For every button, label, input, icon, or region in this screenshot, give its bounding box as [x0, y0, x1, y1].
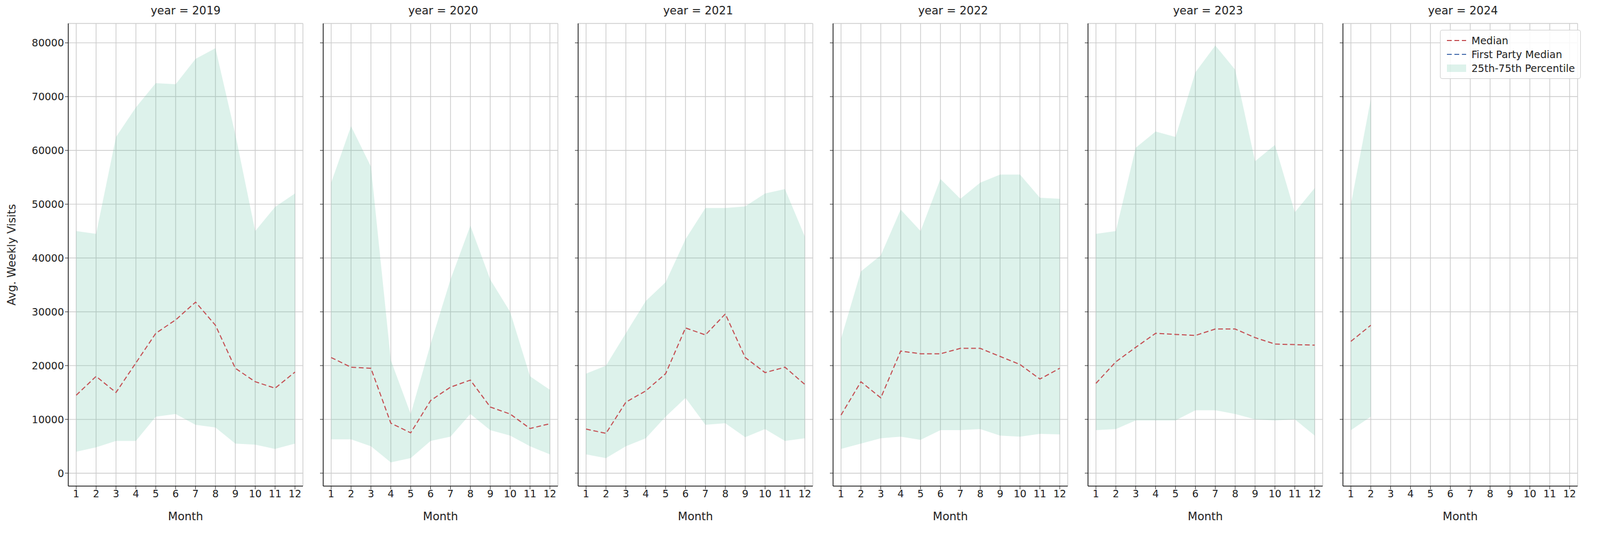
- svg-text:8: 8: [212, 488, 219, 500]
- html-text:year = 2020: year = 2020: [408, 4, 479, 18]
- html-text:First Party Median: First Party Median: [1471, 48, 1563, 61]
- svg-text:12: 12: [1308, 488, 1322, 500]
- svg-text:3: 3: [1132, 488, 1139, 500]
- svg-text:1: 1: [1092, 488, 1100, 500]
- svg-text:Month: Month: [677, 510, 714, 524]
- svg-text:50000: 50000: [32, 198, 64, 211]
- svg-text:5: 5: [152, 488, 159, 500]
- svg-text:7: 7: [702, 488, 709, 500]
- svg-text:2: 2: [602, 488, 610, 500]
- svg-text:1: 1: [582, 488, 590, 500]
- svg-text:20000: 20000: [32, 360, 64, 372]
- svg-text:10: 10: [1268, 488, 1282, 500]
- svg-text:4: 4: [642, 488, 650, 500]
- svg-text:7: 7: [1467, 488, 1474, 500]
- svg-text:8: 8: [722, 488, 729, 500]
- svg-text:11: 11: [1543, 488, 1557, 500]
- svg-text:60000: 60000: [32, 144, 64, 157]
- svg-text:11: 11: [778, 488, 792, 500]
- svg-text:30000: 30000: [32, 306, 64, 318]
- svg-text:3: 3: [622, 488, 629, 500]
- svg-text:9: 9: [741, 488, 749, 500]
- svg-text:1: 1: [328, 488, 335, 500]
- svg-text:3: 3: [112, 488, 119, 500]
- svg-text:0: 0: [57, 467, 64, 480]
- svg-text:1: 1: [1347, 488, 1355, 500]
- svg-text:Month: Month: [932, 510, 968, 524]
- svg-text:10: 10: [758, 488, 772, 500]
- svg-text:3: 3: [367, 488, 374, 500]
- svg-text:12: 12: [798, 488, 812, 500]
- html-text:year = 2024: year = 2024: [1427, 4, 1498, 18]
- svg-text:10: 10: [1523, 488, 1536, 500]
- svg-text:9: 9: [486, 488, 494, 500]
- svg-text:12: 12: [1563, 488, 1576, 500]
- svg-text:Month: Month: [168, 510, 204, 524]
- svg-text:11: 11: [268, 488, 282, 500]
- svg-text:10000: 10000: [32, 413, 64, 426]
- svg-text:1: 1: [837, 488, 845, 500]
- html-text:Median: Median: [1471, 34, 1509, 47]
- svg-text:8: 8: [1486, 488, 1494, 500]
- svg-text:5: 5: [917, 488, 924, 500]
- html-text:year = 2023: year = 2023: [1173, 4, 1243, 18]
- svg-text:9: 9: [1251, 488, 1259, 500]
- html-text:year = 2021: year = 2021: [663, 4, 734, 18]
- svg-text:4: 4: [1152, 488, 1159, 500]
- svg-text:6: 6: [172, 488, 179, 500]
- svg-text:80000: 80000: [32, 36, 64, 49]
- svg-text:2: 2: [347, 488, 355, 500]
- svg-text:6: 6: [427, 488, 434, 500]
- svg-text:70000: 70000: [32, 90, 64, 103]
- svg-text:5: 5: [662, 488, 669, 500]
- svg-text:10: 10: [1013, 488, 1027, 500]
- svg-text:6: 6: [937, 488, 944, 500]
- svg-text:Avg. Weekly Visits: Avg. Weekly Visits: [5, 204, 19, 306]
- svg-text:12: 12: [1053, 488, 1067, 500]
- svg-text:7: 7: [1212, 488, 1219, 500]
- svg-text:5: 5: [1427, 488, 1434, 500]
- svg-text:40000: 40000: [32, 252, 64, 264]
- svg-text:10: 10: [503, 488, 517, 500]
- svg-text:4: 4: [897, 488, 904, 500]
- svg-text:7: 7: [447, 488, 454, 500]
- svg-text:Month: Month: [1442, 510, 1478, 524]
- html-text:25th-75th Percentile: 25th-75th Percentile: [1471, 62, 1575, 75]
- svg-text:1: 1: [73, 488, 80, 500]
- svg-text:7: 7: [957, 488, 964, 500]
- svg-text:6: 6: [1446, 488, 1454, 500]
- svg-text:12: 12: [543, 488, 557, 500]
- svg-text:9: 9: [232, 488, 239, 500]
- svg-text:7: 7: [192, 488, 199, 500]
- svg-text:2: 2: [92, 488, 100, 500]
- svg-text:8: 8: [1232, 488, 1239, 500]
- svg-text:11: 11: [1288, 488, 1302, 500]
- svg-text:Month: Month: [1187, 510, 1223, 524]
- html-text:year = 2022: year = 2022: [918, 4, 989, 18]
- svg-text:8: 8: [977, 488, 984, 500]
- svg-text:5: 5: [407, 488, 414, 500]
- svg-text:4: 4: [1407, 488, 1414, 500]
- svg-text:6: 6: [682, 488, 689, 500]
- svg-text:4: 4: [132, 488, 140, 500]
- svg-text:6: 6: [1192, 488, 1199, 500]
- svg-text:2: 2: [857, 488, 864, 500]
- svg-text:11: 11: [1033, 488, 1047, 500]
- svg-text:12: 12: [288, 488, 302, 500]
- svg-text:5: 5: [1172, 488, 1179, 500]
- html-text:year = 2019: year = 2019: [150, 4, 221, 18]
- svg-text:11: 11: [523, 488, 537, 500]
- svg-text:3: 3: [877, 488, 884, 500]
- svg-text:9: 9: [996, 488, 1004, 500]
- svg-text:8: 8: [467, 488, 474, 500]
- svg-text:3: 3: [1387, 488, 1394, 500]
- svg-text:9: 9: [1506, 488, 1514, 500]
- svg-text:Month: Month: [422, 510, 459, 524]
- svg-text:2: 2: [1367, 488, 1374, 500]
- svg-text:10: 10: [248, 488, 262, 500]
- svg-text:2: 2: [1112, 488, 1119, 500]
- svg-text:4: 4: [387, 488, 395, 500]
